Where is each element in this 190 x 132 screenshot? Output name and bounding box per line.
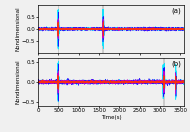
Y-axis label: Nondimensional: Nondimensional: [15, 60, 21, 104]
Y-axis label: Nondimensional: Nondimensional: [15, 7, 21, 51]
Bar: [102, 5, 104, 53]
Bar: [163, 58, 165, 106]
X-axis label: Time(s): Time(s): [101, 115, 121, 120]
Bar: [58, 5, 59, 53]
Text: (b): (b): [172, 61, 181, 67]
Text: (a): (a): [172, 8, 181, 14]
Bar: [58, 58, 59, 106]
